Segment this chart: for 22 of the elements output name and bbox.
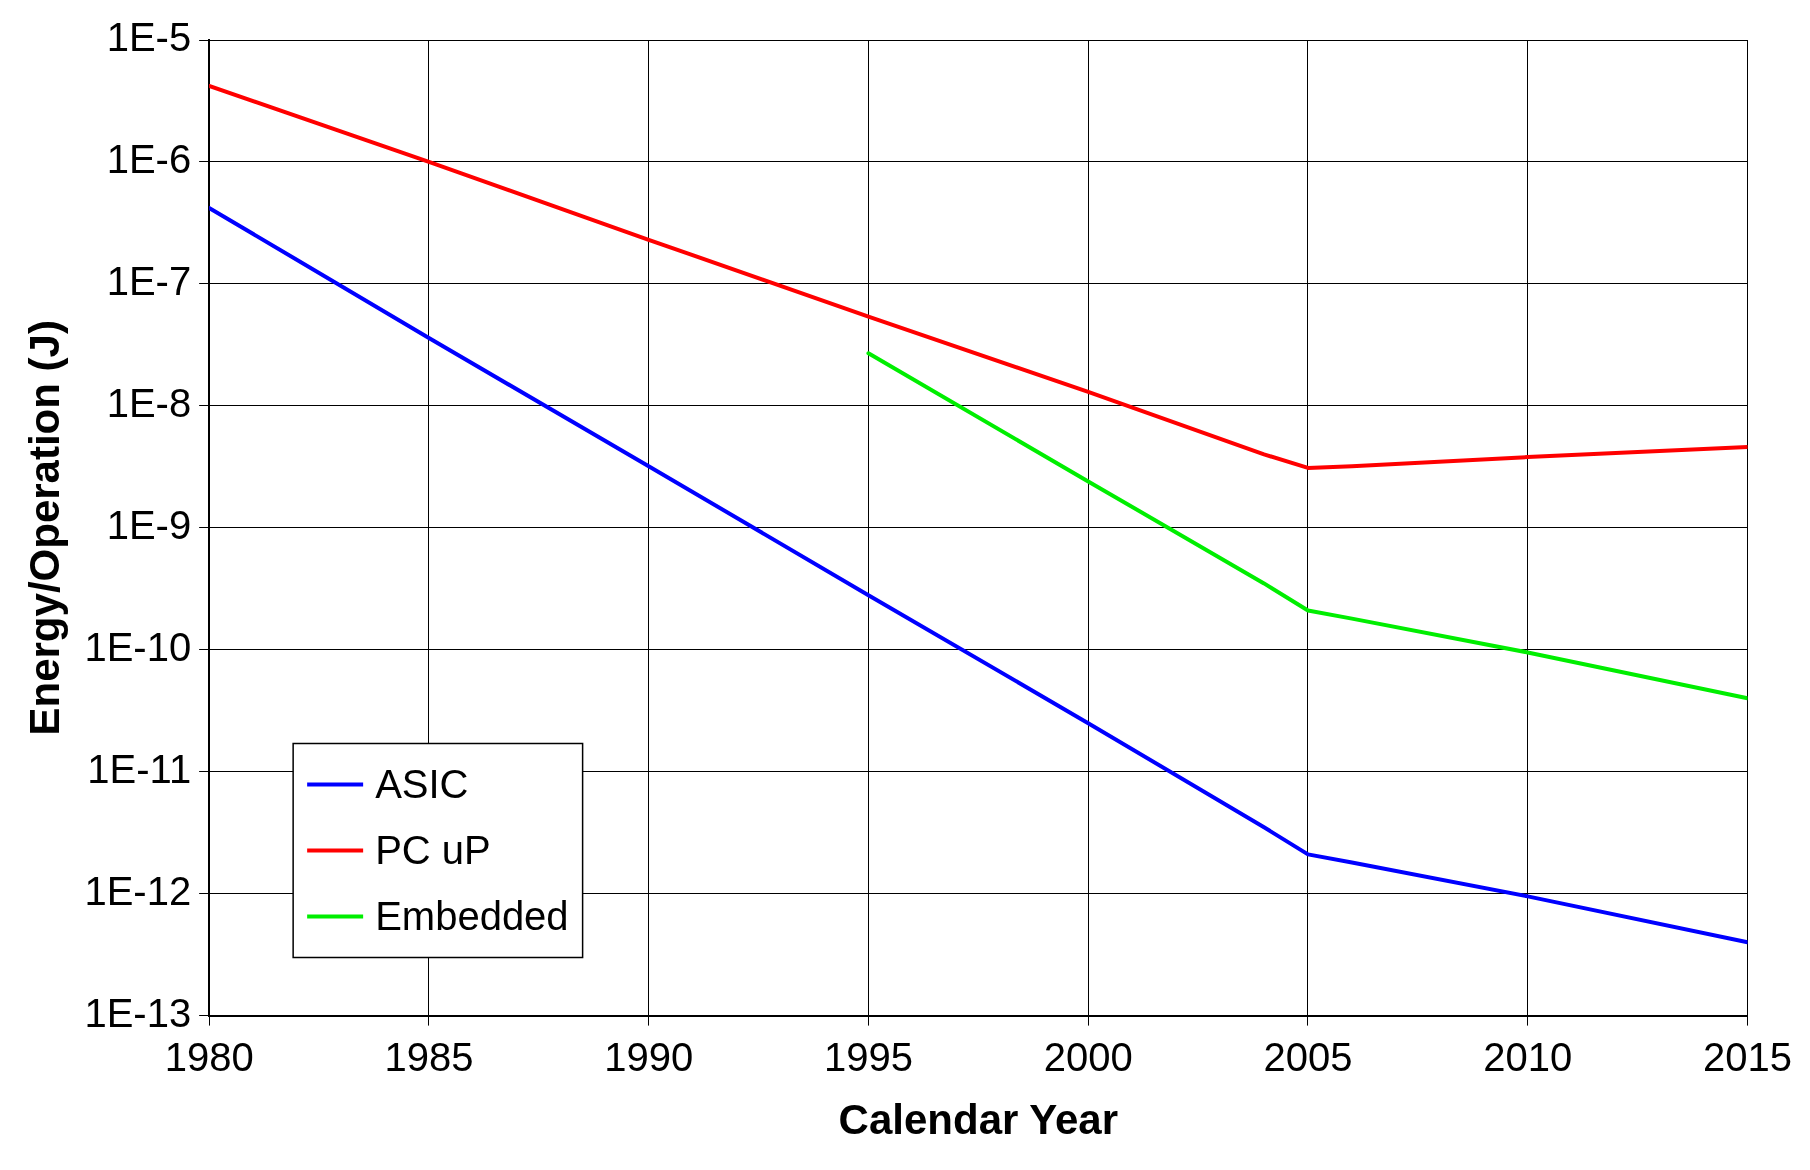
y-tick-label: 1E-6	[106, 136, 192, 181]
y-axis-title: Energy/Operation (J)	[20, 320, 68, 736]
legend-label: PC uP	[375, 827, 491, 872]
y-tick-label: 1E-11	[87, 746, 192, 791]
x-tick-label: 2005	[1263, 1034, 1353, 1079]
x-tick-label: 2015	[1703, 1034, 1792, 1079]
legend-label: Embedded	[375, 893, 569, 938]
x-axis-title: Calendar Year	[838, 1096, 1119, 1144]
y-tick-label: 1E-7	[106, 258, 192, 303]
y-tick-label: 1E-12	[84, 868, 192, 913]
x-tick-label: 2000	[1043, 1034, 1133, 1079]
x-tick-label: 1995	[823, 1034, 913, 1079]
legend-label: ASIC	[375, 761, 469, 806]
y-tick-label: 1E-13	[84, 990, 192, 1035]
x-tick-label: 1990	[604, 1034, 694, 1079]
x-tick-label: 2010	[1483, 1034, 1573, 1079]
x-tick-label: 1980	[164, 1034, 254, 1079]
y-tick-label: 1E-9	[106, 502, 192, 547]
y-tick-label: 1E-10	[84, 624, 192, 669]
y-tick-label: 1E-5	[106, 15, 192, 60]
x-tick-label: 1985	[384, 1034, 474, 1079]
y-tick-label: 1E-8	[106, 380, 192, 425]
